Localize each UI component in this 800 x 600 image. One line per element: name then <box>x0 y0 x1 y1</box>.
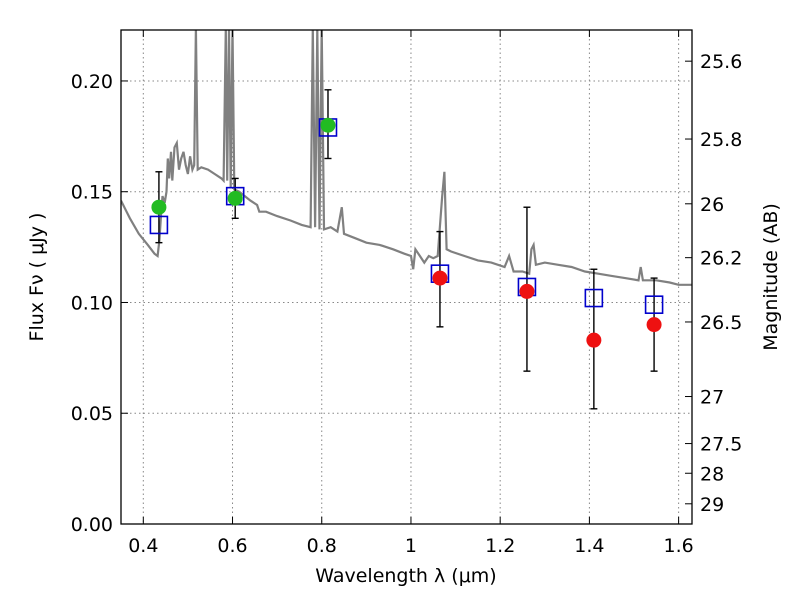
model-band-square <box>644 295 664 314</box>
right-axis-label: Magnitude (AB) <box>760 203 782 351</box>
magnitude-tick-label: 26 <box>700 194 724 216</box>
magnitude-tick-label: 27 <box>700 387 724 409</box>
observed-nir-point <box>432 270 448 286</box>
magnitude-tick-label: 28 <box>700 463 724 485</box>
magnitude-tick-label: 25.8 <box>700 129 742 151</box>
magnitude-tick-label: 29 <box>700 494 724 516</box>
data-marks <box>149 89 664 410</box>
observed-nir-point <box>586 332 602 348</box>
observed-optical-point <box>227 190 243 206</box>
plot-area <box>121 30 692 410</box>
observed-nir-point <box>646 317 662 333</box>
observed-optical-point <box>320 117 336 133</box>
y-tick-label: 0.10 <box>71 292 113 314</box>
model-band-square <box>149 215 169 235</box>
x-tick-label: 0.4 <box>128 535 158 557</box>
model-spectrum-line <box>121 30 692 286</box>
y-tick-label: 0.00 <box>71 514 113 536</box>
magnitude-tick-label: 26.2 <box>700 248 742 270</box>
x-tick-label: 0.6 <box>217 535 247 557</box>
x-tick-label: 1.4 <box>574 535 604 557</box>
x-tick-label: 1.6 <box>664 535 694 557</box>
magnitude-tick-label: 25.6 <box>700 51 742 73</box>
magnitude-tick-label: 26.5 <box>700 312 742 334</box>
y-tick-label: 0.05 <box>71 403 113 425</box>
observed-nir-point <box>519 283 535 299</box>
y-tick-label: 0.15 <box>71 182 113 204</box>
x-tick-label: 1.2 <box>485 535 515 557</box>
x-tick-label: 1 <box>405 535 417 557</box>
magnitude-tick-label: 27.5 <box>700 434 742 456</box>
y-tick-label: 0.20 <box>71 71 113 93</box>
plot-frame <box>120 29 693 525</box>
axis-ticks: 0.4 0.6 0.8 1 1.2 1.4 1.6 0.00 0.05 0.10 0.15 0.20 2… <box>71 30 742 557</box>
x-axis-label: Wavelength λ (μm) <box>315 565 496 587</box>
observed-optical-point <box>151 199 167 215</box>
y-axis-label: Flux Fν ( μJy ) <box>26 213 48 342</box>
x-tick-label: 0.8 <box>307 535 337 557</box>
model-band-square <box>584 288 604 308</box>
